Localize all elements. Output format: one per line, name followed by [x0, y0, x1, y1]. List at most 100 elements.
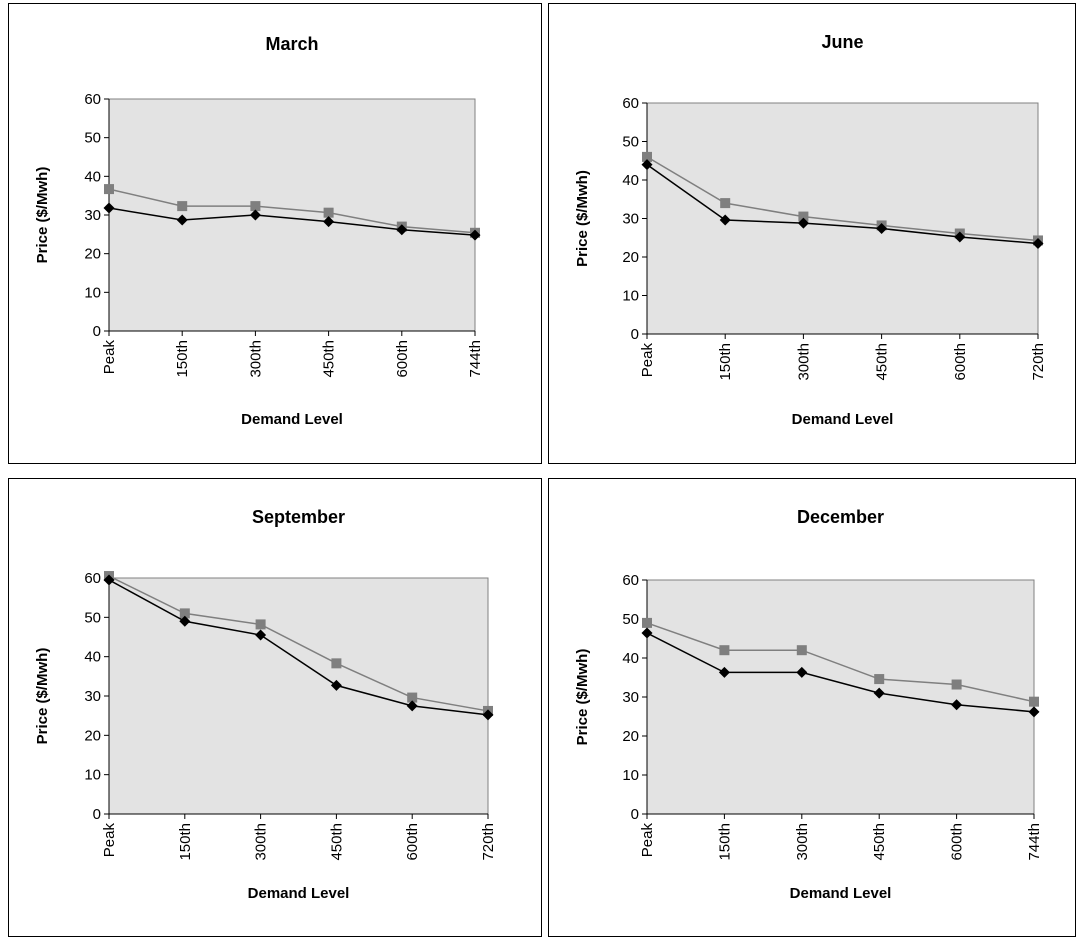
x-tick-label: 720th — [480, 823, 497, 861]
y-tick-label: 40 — [84, 168, 101, 185]
x-tick-label: Peak — [101, 340, 118, 375]
x-tick-label: 600th — [949, 823, 966, 861]
x-tick-label: 450th — [321, 340, 338, 378]
square-marker-point — [255, 619, 266, 630]
x-tick-label: 300th — [794, 823, 811, 861]
y-tick-label: 10 — [84, 767, 101, 784]
chart-panel-september: September 0 10 20 30 40 50 60 Peak 150th 300th 450t… — [8, 478, 542, 937]
x-tick-label: 300th — [253, 823, 270, 861]
y-tick-label: 0 — [93, 806, 101, 823]
x-axis-label: Demand Level — [792, 411, 894, 428]
y-tick-label: 30 — [622, 689, 639, 706]
chart-svg-september: September 0 10 20 30 40 50 60 Peak 150th 300th 450t… — [34, 507, 497, 902]
square-marker-point — [720, 198, 731, 209]
diamond-marker-point — [249, 209, 261, 221]
chart-svg-december: December 0 10 20 30 40 50 60 Peak 150th 300th 450th… — [574, 507, 1043, 902]
x-tick-label: Peak — [639, 343, 656, 378]
series-line-diamond — [108, 579, 489, 716]
y-axis-label: Price ($/Mwh) — [574, 170, 591, 267]
chart-svg-june: June 0 10 20 30 40 50 60 Peak 150th 300th 450th 600t… — [574, 32, 1047, 428]
series-line-square — [108, 575, 489, 712]
square-marker-point — [798, 211, 809, 222]
y-tick-label: 50 — [84, 609, 101, 626]
x-tick-label: 300th — [247, 340, 264, 378]
plot-area — [646, 102, 1039, 335]
diamond-marker-point — [323, 216, 335, 228]
square-marker-point — [104, 184, 114, 195]
diamond-marker-point — [255, 629, 267, 641]
y-tick-label: 20 — [622, 249, 639, 266]
x-axis-label: Demand Level — [248, 885, 350, 902]
x-tick-label: 744th — [1026, 823, 1043, 861]
x-tick-label: Peak — [639, 823, 656, 858]
y-tick-label: 60 — [622, 572, 639, 589]
plot-area — [646, 579, 1035, 815]
y-tick-label: 10 — [622, 767, 639, 784]
diamond-marker-point — [406, 700, 418, 712]
diamond-marker-point — [641, 159, 653, 171]
y-tick-label: 40 — [622, 172, 639, 189]
x-tick-label: 450th — [871, 823, 888, 861]
chart-svg-march: March 0 10 20 30 40 50 60 Peak 150th 300th 450th 600… — [34, 34, 484, 428]
square-marker-point — [874, 674, 885, 685]
y-tick-label: 0 — [631, 806, 639, 823]
y-tick-label: 50 — [84, 130, 101, 147]
y-tick-label: 60 — [84, 570, 101, 587]
y-tick-label: 50 — [622, 134, 639, 151]
x-tick-label: 744th — [467, 340, 484, 378]
y-tick-label: 30 — [84, 688, 101, 705]
square-marker-point — [796, 645, 807, 656]
y-tick-label: 50 — [622, 611, 639, 628]
chart-title: December — [797, 507, 884, 527]
chart-panel-june: June 0 10 20 30 40 50 60 Peak 150th 300th 450th 600t… — [548, 3, 1076, 464]
y-tick-label: 10 — [84, 284, 101, 301]
x-tick-label: 600th — [404, 823, 421, 861]
diamond-marker-point — [718, 666, 730, 678]
diamond-marker-point — [179, 615, 191, 627]
diamond-marker-point — [1032, 238, 1044, 250]
x-axis-label: Demand Level — [790, 885, 892, 902]
chart-title: June — [821, 32, 863, 52]
plot-area — [108, 98, 476, 332]
x-tick-label: 450th — [874, 343, 891, 381]
y-axis-label: Price ($/Mwh) — [34, 648, 51, 745]
square-marker-point — [642, 151, 652, 162]
y-axis-label: Price ($/Mwh) — [34, 167, 51, 264]
chart-panel-march: March 0 10 20 30 40 50 60 Peak 150th 300th 450th 600… — [8, 3, 542, 464]
y-tick-label: 0 — [631, 326, 639, 343]
diamond-marker-point — [1028, 706, 1040, 718]
square-marker-point — [331, 658, 342, 669]
y-tick-label: 60 — [622, 95, 639, 112]
y-axis-label: Price ($/Mwh) — [574, 649, 591, 746]
y-tick-label: 20 — [84, 246, 101, 263]
series-line-diamond — [646, 163, 1039, 245]
x-tick-label: Peak — [101, 823, 118, 858]
diamond-marker-point — [103, 202, 115, 214]
chart-title: March — [265, 34, 318, 54]
series-line-square — [646, 622, 1035, 703]
chart-title: September — [252, 507, 345, 527]
diamond-marker-point — [876, 223, 888, 235]
square-marker-point — [951, 679, 962, 690]
square-marker-point — [407, 692, 418, 703]
y-tick-label: 40 — [622, 650, 639, 667]
diamond-marker-point — [954, 231, 966, 243]
square-marker-point — [642, 617, 652, 628]
series-line-diamond — [108, 207, 476, 236]
chart-panel-december: December 0 10 20 30 40 50 60 Peak 150th 300th 450th… — [548, 478, 1076, 937]
series-line-diamond — [646, 632, 1035, 713]
x-tick-label: 600th — [394, 340, 411, 378]
diamond-marker-point — [396, 224, 408, 236]
series-line-square — [108, 188, 476, 234]
diamond-marker-point — [641, 627, 653, 639]
square-marker-point — [323, 207, 334, 218]
square-marker-point — [719, 645, 730, 656]
square-marker-point — [250, 201, 261, 212]
x-tick-label: 150th — [717, 343, 734, 381]
diamond-marker-point — [951, 699, 963, 711]
diamond-marker-point — [469, 229, 481, 241]
diamond-marker-point — [796, 666, 808, 678]
plot-area — [108, 577, 489, 815]
x-tick-label: 450th — [328, 823, 345, 861]
diamond-marker-point — [176, 214, 188, 226]
